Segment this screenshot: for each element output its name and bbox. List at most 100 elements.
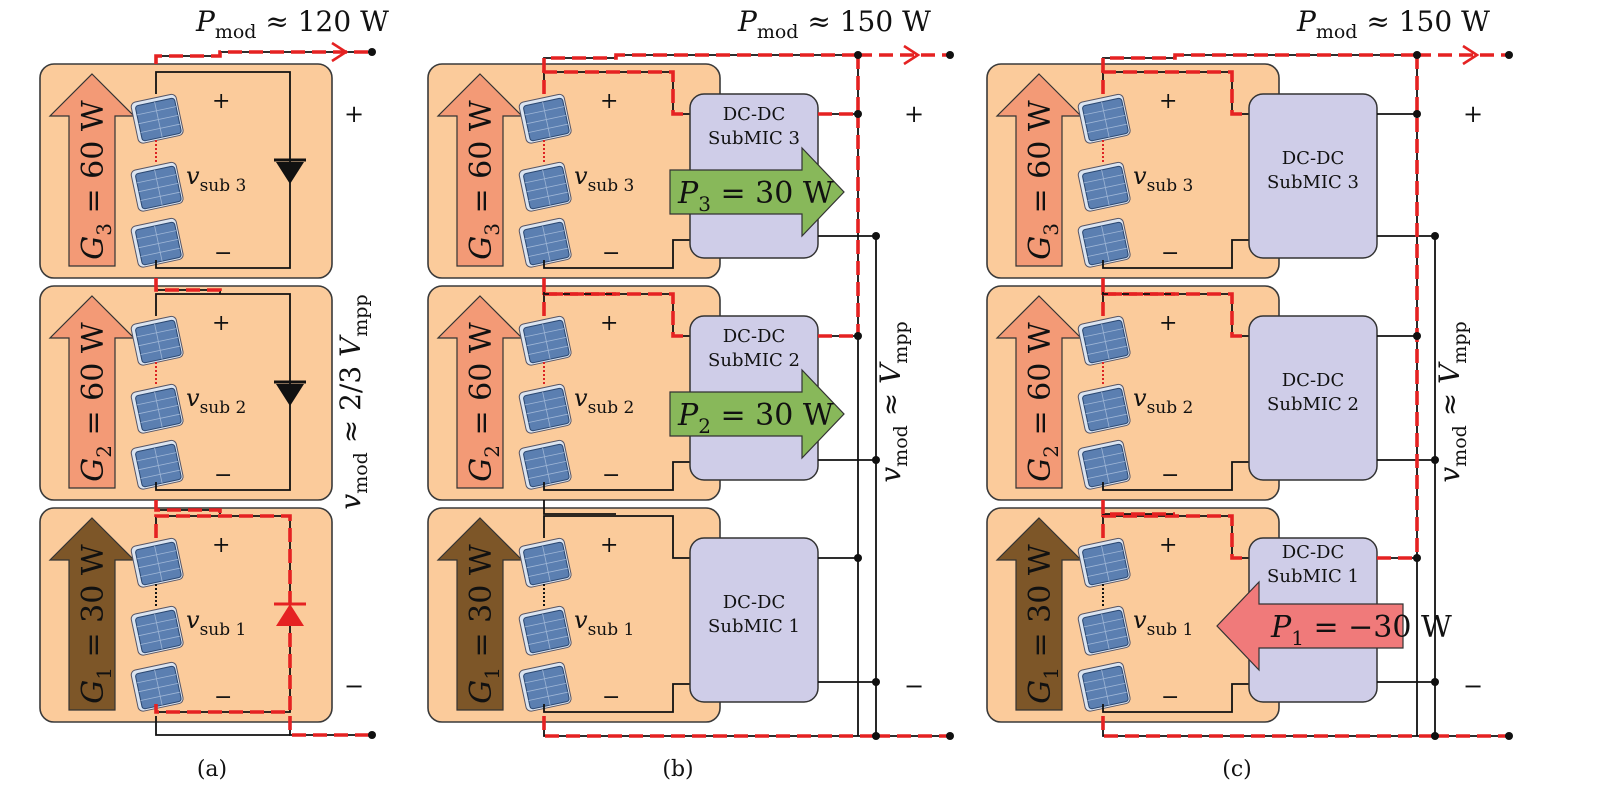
- solar-cell-icon: [1077, 93, 1131, 144]
- terminal-dot-icon: [854, 554, 862, 562]
- wire: [1102, 461, 1249, 491]
- wire: [1102, 683, 1249, 713]
- terminal-dot-icon: [946, 732, 954, 740]
- power-arrow-negative: P1 = −30 W: [1216, 580, 1452, 672]
- module-plus-label: +: [1463, 100, 1483, 128]
- current-path: [1101, 514, 1249, 560]
- solar-cell-icon: [130, 439, 184, 490]
- minus-label: −: [1161, 463, 1179, 488]
- converter-label: DC-DC SubMIC 3: [708, 104, 800, 149]
- wire: [543, 239, 690, 269]
- plus-label: +: [1159, 533, 1177, 558]
- current-arrowhead-icon: [903, 44, 921, 66]
- power-label: P2 = 30 W: [677, 398, 834, 438]
- terminal-dot-icon: [368, 731, 376, 739]
- submodule-3: G3 = 60 W vsub 3 + − DC-DC SubMIC 3: [986, 63, 1378, 279]
- terminal-dot-icon: [1505, 732, 1513, 740]
- module-power-label: Pmod ≈ 120 W: [195, 5, 389, 43]
- irradiance-arrow: [48, 295, 136, 489]
- current-arrowhead-icon: [331, 41, 349, 63]
- irradiance-arrow: [436, 295, 524, 489]
- solar-cell-icon: [518, 383, 572, 434]
- current-path: [542, 70, 690, 116]
- terminal-dot-icon: [946, 51, 954, 59]
- terminal-dot-icon: [1431, 456, 1439, 464]
- solar-cell-icon: [518, 315, 572, 366]
- wire: [543, 515, 690, 559]
- module-minus-label: −: [904, 672, 924, 700]
- dc-dc-converter: [1248, 315, 1378, 481]
- terminal-dot-icon: [1413, 110, 1421, 118]
- plus-label: +: [212, 311, 230, 336]
- solar-cell-icon: [518, 605, 572, 656]
- submodule-voltage: vsub 2: [1133, 384, 1193, 418]
- plus-label: +: [600, 533, 618, 558]
- panel-caption: (b): [662, 757, 693, 782]
- panel-c: G3 = 60 W vsub 3 + − DC-DC SubMIC 3 G2 = 60 W v…: [986, 5, 1513, 782]
- solar-cell-icon: [518, 439, 572, 490]
- current-path: [154, 500, 222, 514]
- irradiance-arrow: [436, 73, 524, 267]
- terminal-dot-icon: [854, 110, 862, 118]
- plus-label: +: [600, 311, 618, 336]
- terminal-dot-icon: [854, 51, 862, 59]
- bypass-diode-icon: [274, 158, 306, 184]
- irradiance-label: G1 = 30 W: [464, 544, 504, 704]
- minus-label: −: [1161, 685, 1179, 710]
- minus-label: −: [214, 241, 232, 266]
- module-minus-label: −: [344, 672, 364, 700]
- minus-label: −: [214, 685, 232, 710]
- submodule-voltage: vsub 3: [1133, 162, 1193, 196]
- module-minus-label: −: [1463, 672, 1483, 700]
- submodule-3: G3 = 60 W vsub 3 + − DC-DC SubMIC 3 P3 = 30 W: [427, 63, 845, 279]
- irradiance-label: G3 = 60 W: [1023, 100, 1063, 260]
- solar-cell-icon: [130, 661, 184, 712]
- wire: [543, 461, 690, 491]
- terminal-dot-icon: [872, 456, 880, 464]
- submodule-voltage: vsub 3: [574, 162, 634, 196]
- terminal-dot-icon: [1413, 51, 1421, 59]
- converter-label: DC-DC SubMIC 1: [708, 592, 800, 637]
- irradiance-arrow: [995, 73, 1083, 267]
- solar-cell-icon: [130, 315, 184, 366]
- plus-label: +: [212, 89, 230, 114]
- module-voltage-label: vmod ≈ Vmpp: [1433, 321, 1471, 482]
- minus-label: −: [602, 241, 620, 266]
- submodule-2: G2 = 60 W vsub 2 + − DC-DC SubMIC 2: [986, 285, 1378, 501]
- wire: [818, 235, 877, 736]
- irradiance-label: G3 = 60 W: [76, 100, 116, 260]
- current-path: [542, 278, 616, 296]
- wire: [155, 716, 290, 736]
- submodule-3: G3 = 60 W vsub 3 + −: [39, 63, 333, 279]
- irradiance-label: G3 = 60 W: [464, 100, 504, 260]
- converter-label: DC-DC SubMIC 1: [1267, 542, 1359, 587]
- converter-label: DC-DC SubMIC 3: [1267, 148, 1359, 193]
- solar-cell-icon: [1077, 315, 1131, 366]
- terminal-dot-icon: [854, 332, 862, 340]
- submodule-1: G1 = 30 W vsub 1 + − DC-DC SubMIC 1: [427, 507, 819, 723]
- module-voltage-label: vmod ≈ Vmpp: [874, 321, 912, 482]
- submodule-2: G2 = 60 W vsub 2 + − DC-DC SubMIC 2 P2 = 30 W: [427, 285, 845, 501]
- minus-label: −: [602, 463, 620, 488]
- power-label: P3 = 30 W: [677, 176, 834, 216]
- submodule-voltage: vsub 1: [186, 606, 246, 640]
- irradiance-arrow: [48, 517, 136, 711]
- terminal-dot-icon: [1413, 332, 1421, 340]
- module-power-label: Pmod ≈ 150 W: [1296, 5, 1490, 43]
- solar-cell-icon: [130, 161, 184, 212]
- terminal-dot-icon: [1413, 554, 1421, 562]
- panel-caption: (c): [1222, 757, 1252, 782]
- bypass-diode-icon: [274, 602, 306, 626]
- solar-cell-icon: [518, 537, 572, 588]
- current-path: [1101, 292, 1249, 338]
- current-path: [542, 292, 690, 338]
- converter-label: DC-DC SubMIC 2: [1267, 370, 1359, 415]
- wire: [1102, 239, 1249, 269]
- irradiance-arrow: [995, 517, 1083, 711]
- irradiance-label: G1 = 30 W: [76, 544, 116, 704]
- minus-label: −: [214, 463, 232, 488]
- wire: [543, 500, 616, 515]
- solar-cell-icon: [1077, 537, 1131, 588]
- terminal-dot-icon: [872, 732, 880, 740]
